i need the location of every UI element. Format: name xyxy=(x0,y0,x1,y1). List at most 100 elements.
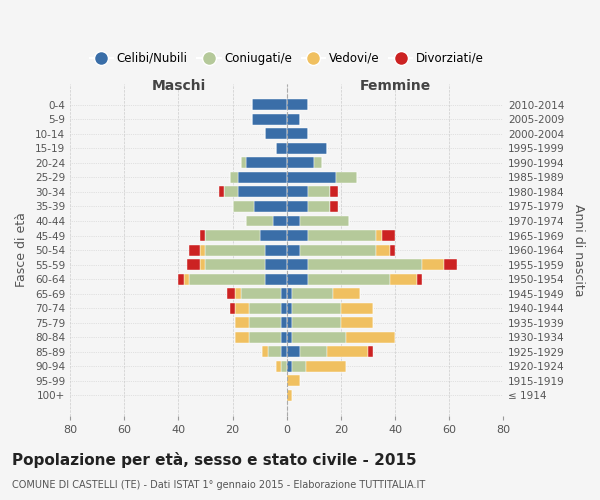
Bar xyxy=(246,216,273,226)
Bar xyxy=(230,303,235,314)
Bar xyxy=(287,361,292,372)
Bar xyxy=(254,201,287,212)
Bar xyxy=(287,318,292,328)
Bar xyxy=(189,274,265,284)
Bar xyxy=(287,172,335,183)
Bar xyxy=(273,216,287,226)
Bar xyxy=(249,303,281,314)
Bar xyxy=(389,244,395,256)
Bar xyxy=(382,230,395,241)
Bar xyxy=(230,172,238,183)
Bar xyxy=(300,216,349,226)
Bar xyxy=(265,244,287,256)
Bar xyxy=(287,143,328,154)
Bar xyxy=(200,259,205,270)
Bar xyxy=(238,186,287,198)
Bar xyxy=(376,230,382,241)
Bar xyxy=(233,201,254,212)
Bar xyxy=(235,318,249,328)
Bar xyxy=(341,318,373,328)
Bar xyxy=(260,230,287,241)
Bar xyxy=(281,346,287,358)
Bar xyxy=(330,201,338,212)
Bar xyxy=(287,390,292,401)
Bar xyxy=(251,99,287,110)
Bar xyxy=(205,259,265,270)
Bar xyxy=(251,114,287,124)
Bar xyxy=(287,303,292,314)
Bar xyxy=(265,274,287,284)
Bar xyxy=(444,259,457,270)
Bar xyxy=(422,259,444,270)
Bar xyxy=(235,303,249,314)
Bar xyxy=(241,158,246,168)
Bar xyxy=(189,244,200,256)
Bar xyxy=(287,288,292,299)
Bar xyxy=(389,274,417,284)
Bar xyxy=(417,274,422,284)
Bar xyxy=(306,361,346,372)
Bar xyxy=(205,230,260,241)
Legend: Celibi/Nubili, Coniugati/e, Vedovi/e, Divorziati/e: Celibi/Nubili, Coniugati/e, Vedovi/e, Di… xyxy=(85,47,488,70)
Y-axis label: Anni di nascita: Anni di nascita xyxy=(572,204,585,296)
Bar xyxy=(227,288,235,299)
Bar xyxy=(287,244,300,256)
Bar xyxy=(292,303,341,314)
Bar xyxy=(205,244,265,256)
Bar xyxy=(287,158,314,168)
Bar xyxy=(287,376,300,386)
Bar xyxy=(328,346,368,358)
Bar xyxy=(308,201,330,212)
Bar xyxy=(281,361,287,372)
Bar xyxy=(281,332,287,342)
Bar xyxy=(262,346,268,358)
Bar xyxy=(330,186,338,198)
Bar xyxy=(281,318,287,328)
Bar xyxy=(287,216,300,226)
Bar xyxy=(287,128,308,139)
Text: Femmine: Femmine xyxy=(359,79,431,93)
Bar xyxy=(276,143,287,154)
Bar xyxy=(287,230,308,241)
Bar xyxy=(376,244,389,256)
Text: Maschi: Maschi xyxy=(151,79,206,93)
Bar xyxy=(238,172,287,183)
Y-axis label: Fasce di età: Fasce di età xyxy=(15,212,28,288)
Bar xyxy=(314,158,322,168)
Bar xyxy=(276,361,281,372)
Bar xyxy=(300,346,328,358)
Bar xyxy=(178,274,184,284)
Bar xyxy=(287,346,300,358)
Bar xyxy=(265,259,287,270)
Bar xyxy=(292,288,333,299)
Bar xyxy=(341,303,373,314)
Bar xyxy=(200,244,205,256)
Bar xyxy=(235,332,249,342)
Bar xyxy=(287,99,308,110)
Bar xyxy=(308,230,376,241)
Bar xyxy=(333,288,360,299)
Bar xyxy=(249,332,281,342)
Bar xyxy=(300,244,376,256)
Bar xyxy=(287,186,308,198)
Bar xyxy=(200,230,205,241)
Bar xyxy=(187,259,200,270)
Bar xyxy=(292,318,341,328)
Text: COMUNE DI CASTELLI (TE) - Dati ISTAT 1° gennaio 2015 - Elaborazione TUTTITALIA.I: COMUNE DI CASTELLI (TE) - Dati ISTAT 1° … xyxy=(12,480,425,490)
Bar xyxy=(368,346,373,358)
Text: Popolazione per età, sesso e stato civile - 2015: Popolazione per età, sesso e stato civil… xyxy=(12,452,416,468)
Bar xyxy=(265,128,287,139)
Bar xyxy=(308,259,422,270)
Bar xyxy=(292,332,346,342)
Bar xyxy=(281,303,287,314)
Bar xyxy=(287,201,308,212)
Bar xyxy=(184,274,189,284)
Bar xyxy=(241,288,281,299)
Bar xyxy=(308,274,389,284)
Bar xyxy=(235,288,241,299)
Bar xyxy=(268,346,281,358)
Bar xyxy=(219,186,224,198)
Bar xyxy=(287,114,300,124)
Bar xyxy=(246,158,287,168)
Bar xyxy=(308,186,330,198)
